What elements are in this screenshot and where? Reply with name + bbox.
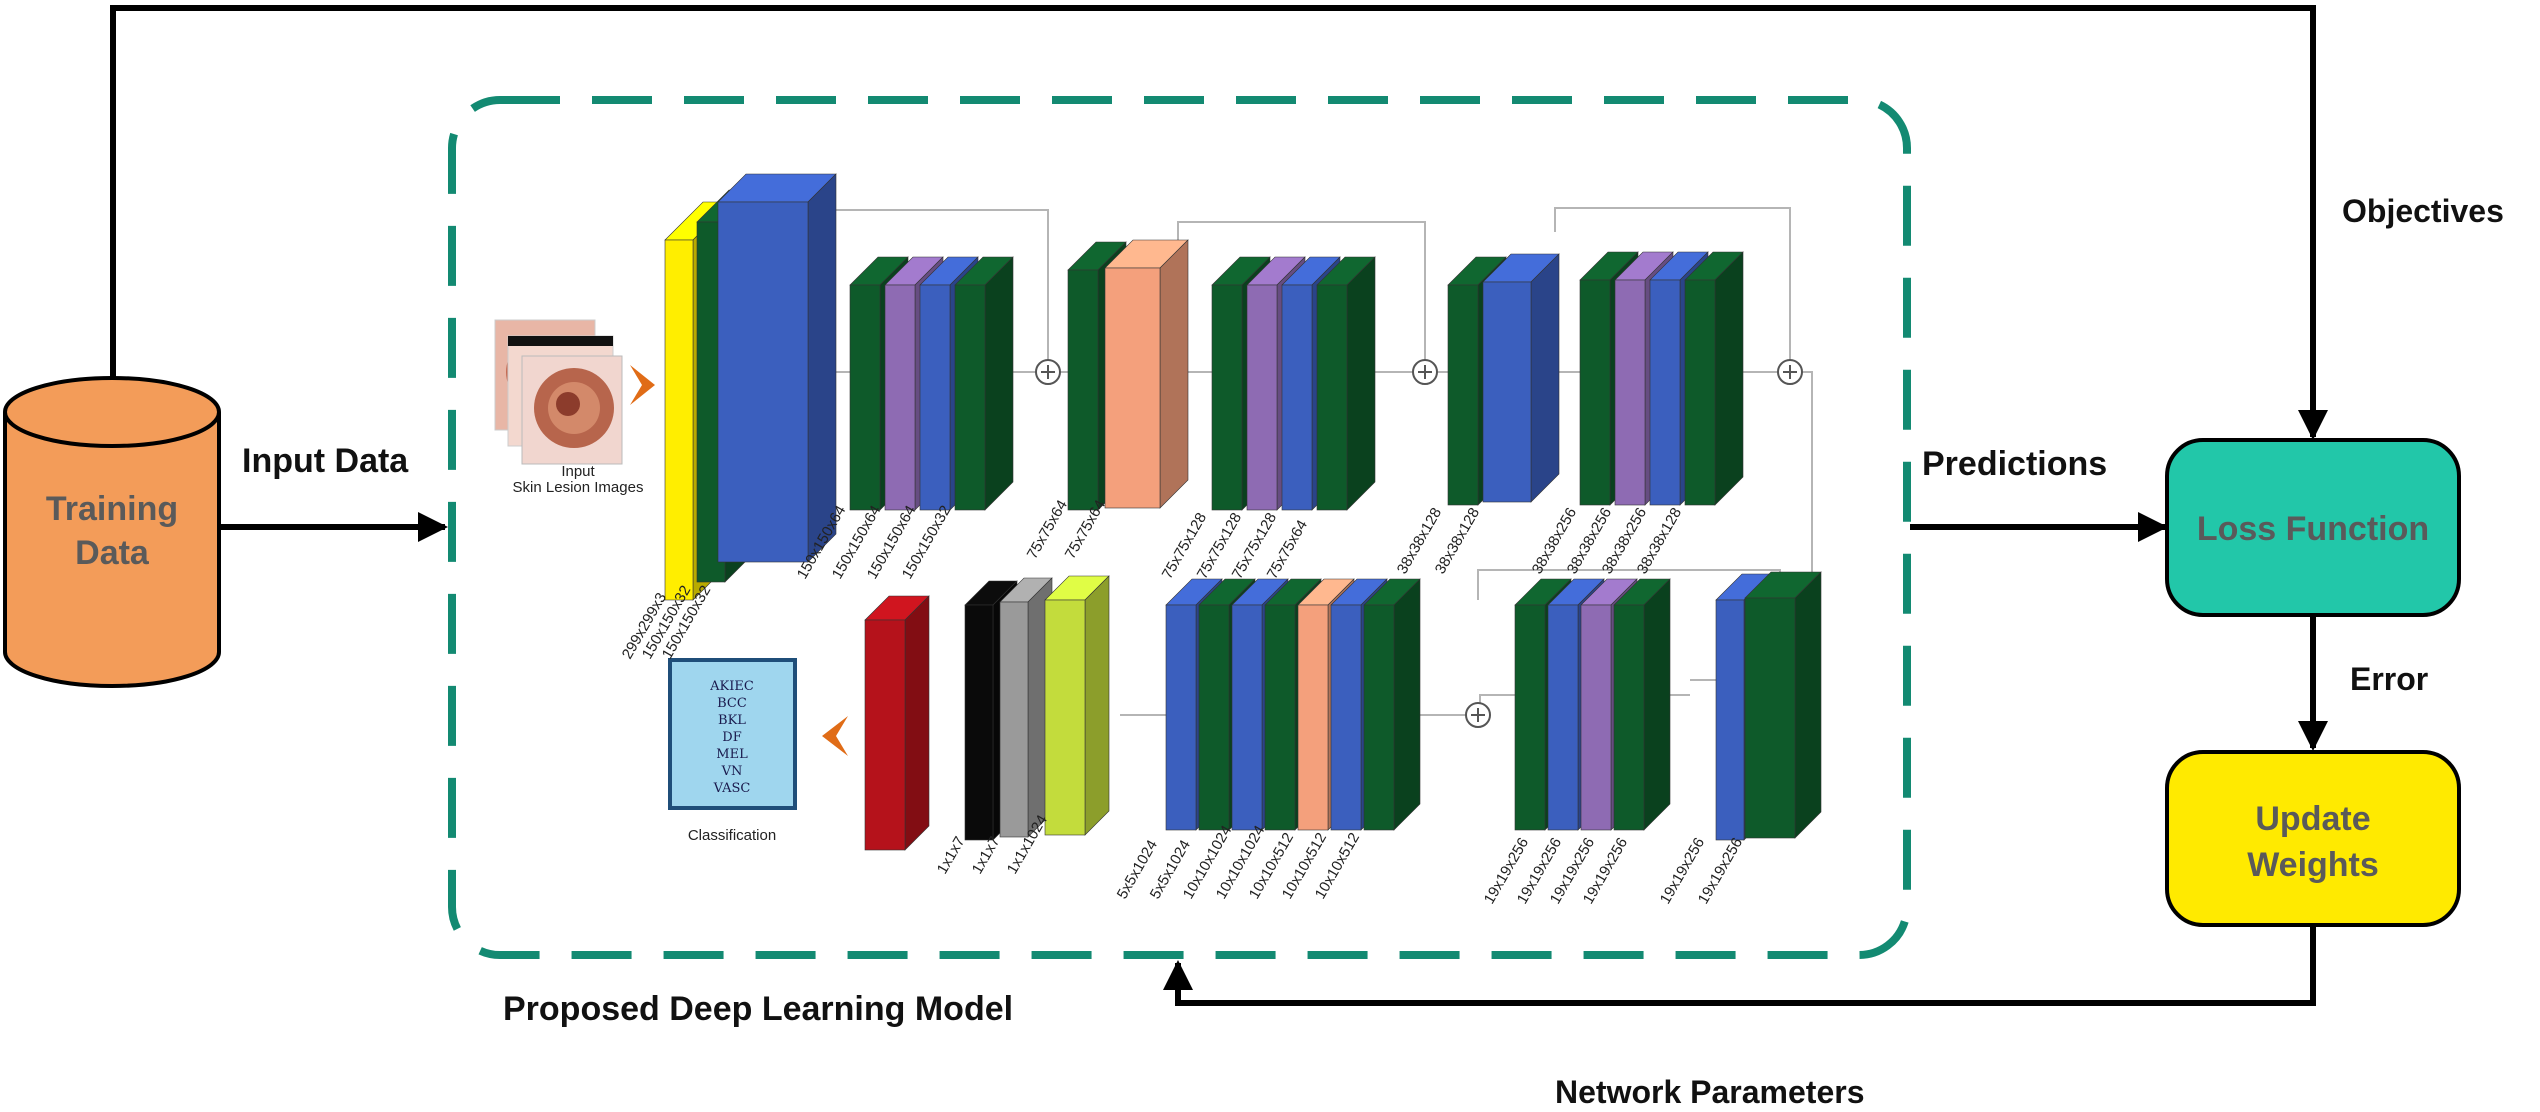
dense-red [864,595,930,851]
update-weights-label-2: Weights [2247,846,2379,884]
skip-wire-2 [1177,221,1426,370]
output-chevron-icon [822,716,848,756]
model-title-label: Proposed Deep Learning Model [503,990,1013,1028]
add-node-1 [1035,359,1061,385]
head-size-2: 1x1x7 [969,834,1004,877]
class-label-5: MEL [716,747,748,762]
row2-right-green [1744,571,1822,839]
input-skin-images [494,319,623,465]
skip-wire-3 [1554,207,1791,370]
class-label-6: VN [721,764,743,779]
layer-blocks [664,173,1822,851]
loss-function-label: Loss Function [2197,510,2429,548]
class-label-1: AKIEC [709,679,754,694]
input-caption-2: Skin Lesion Images [513,479,644,496]
block4-layer-blue [1482,253,1560,503]
objectives-arrow [110,5,2328,440]
stem-blue [717,173,837,563]
loss-function-box: Loss Function [2165,438,2461,617]
class-label-7: VASC [713,781,751,796]
add-node-3 [1777,359,1803,385]
block3-layer-4 [1316,256,1376,511]
input-data-label: Input Data [242,442,409,480]
input-caption-1: Input [561,463,595,480]
update-weights-box: Update Weights [2165,750,2461,927]
error-label: Error [2350,661,2428,697]
class-label-2: BCC [717,696,747,711]
pool-gray [999,577,1053,838]
classification-caption: Classification [688,827,776,844]
model-dashed-border [448,96,1911,959]
training-data-label-2: Data [75,534,150,572]
classification-output-box [668,658,797,810]
network-parameters-arrow [1163,925,2316,1006]
row2-block3-layer-7 [1363,578,1421,831]
class-label-3: BKL [718,713,746,728]
training-data-label: Training [46,490,178,528]
add-node-4 [1465,702,1491,728]
network-parameters-label: Network Parameters [1555,1074,1864,1110]
block2-layer-salmon [1104,239,1189,509]
row2-block2-layer-4 [1613,578,1671,831]
input-chevron-icon [630,365,655,405]
update-weights-label: Update [2255,800,2370,838]
add-node-2 [1412,359,1438,385]
block1-layer-4 [954,256,1014,511]
block5-layer-4 [1684,251,1744,506]
feedback-arrows [110,5,2328,1006]
class-list: AKIEC BCC BKL DF MEL VN VASC [709,679,754,796]
head-size-1: 1x1x7 [934,834,969,877]
training-data-cylinder: Training Data [2,376,221,688]
cnn-architecture: Input Skin Lesion Images Classification … [494,173,1822,907]
dense-lime [1044,575,1110,836]
class-label-4: DF [722,730,741,745]
predictions-label: Predictions [1922,445,2107,483]
objectives-label: Objectives [2342,193,2504,229]
